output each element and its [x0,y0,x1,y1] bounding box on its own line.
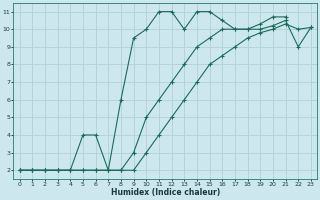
X-axis label: Humidex (Indice chaleur): Humidex (Indice chaleur) [111,188,220,197]
